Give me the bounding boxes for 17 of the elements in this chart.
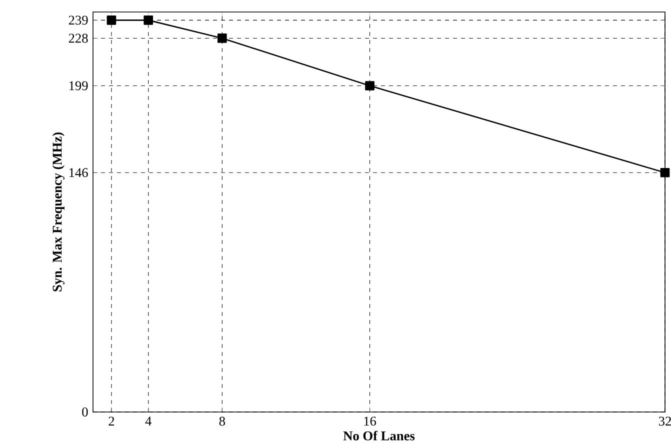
y-tick-label: 199 [69,81,88,90]
x-tick-label: 16 [364,416,376,426]
x-tick-label: 4 [145,416,152,426]
y-tick-label: 0 [82,407,88,416]
point [365,81,374,90]
point [144,16,154,25]
x-axis-title: No Of Lanes [343,430,415,440]
point [217,34,227,43]
y-tick-label: 228 [68,34,88,43]
x-tick-label: 2 [108,416,114,426]
x-tick-label: 8 [219,416,225,426]
y-axis-title: Syn. Max Frequency (MHz) [52,132,64,292]
point [106,16,116,25]
point [660,168,670,178]
y-tick-label: 239 [68,16,88,25]
y-tick-label: 146 [69,168,88,178]
x-tick-label: 32 [658,416,671,426]
